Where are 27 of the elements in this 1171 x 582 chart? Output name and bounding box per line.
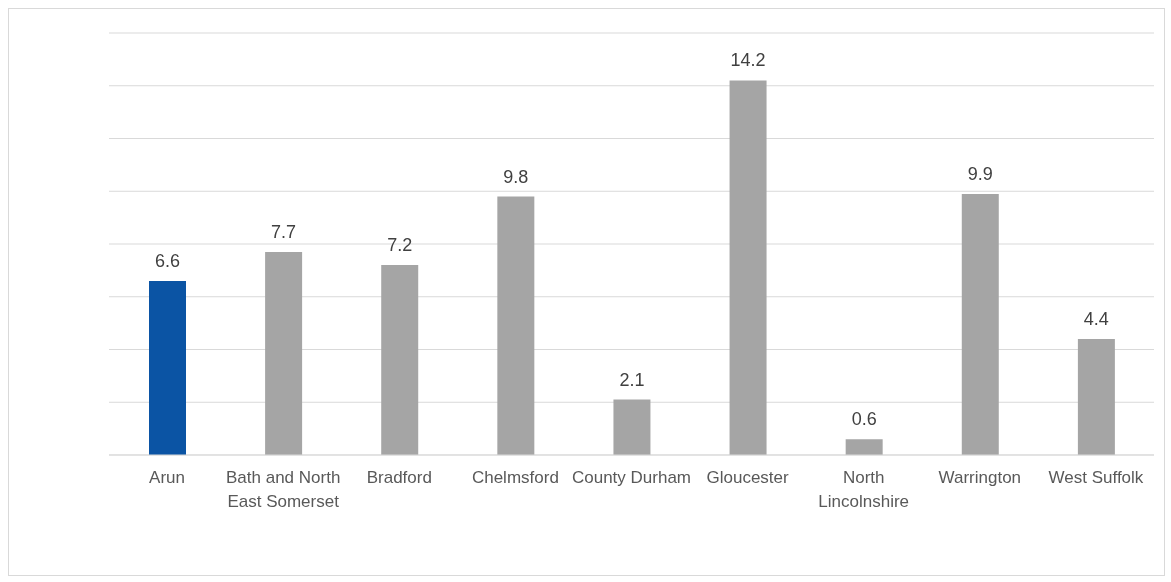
x-tick-label: Warrington [938,468,1022,487]
data-label: 2.1 [619,369,645,390]
bar [497,196,535,455]
bar [265,251,303,455]
data-label: 9.8 [503,166,529,187]
data-label: 7.2 [387,235,413,256]
x-tick-label: Chelmsford [471,468,559,487]
bar [149,280,186,455]
bar [1077,338,1115,455]
bar [845,439,883,455]
bar [729,80,767,455]
data-label: 4.4 [1083,308,1109,329]
x-tick-label: Arun [149,468,186,487]
bar [961,193,999,455]
data-label: 9.9 [967,163,993,184]
bar [613,399,651,455]
data-label: 7.7 [271,221,297,242]
data-label: 6.6 [154,250,181,271]
x-tick-label: County Durham [571,468,692,487]
x-tick-label: Bath and North East Somerset [225,468,341,511]
x-tick-label: Gloucester [706,468,790,487]
x-tick-label: North Lincolnshire [818,468,910,511]
data-label: 0.6 [851,409,877,430]
data-label: 14.2 [730,50,766,71]
bar [381,265,419,455]
x-tick-label: Bradford [366,468,432,487]
x-tick-label: West Suffolk [1048,468,1144,487]
